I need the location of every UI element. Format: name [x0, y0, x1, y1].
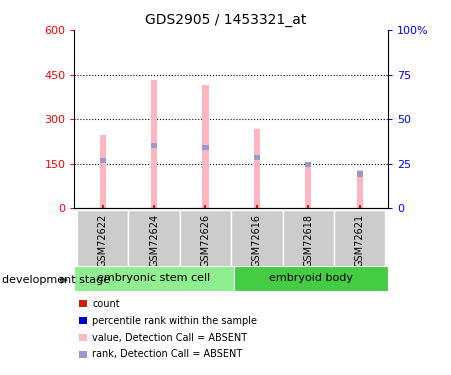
Text: count: count	[92, 299, 120, 309]
Text: GSM72616: GSM72616	[252, 214, 262, 267]
Bar	[256, 205, 258, 208]
Text: development stage: development stage	[2, 275, 110, 285]
Bar	[234, 266, 388, 291]
Bar	[254, 155, 260, 160]
Bar	[231, 210, 282, 268]
Bar	[357, 170, 363, 208]
Text: embryoid body: embryoid body	[269, 273, 353, 284]
Bar	[254, 129, 260, 208]
Bar	[151, 143, 157, 148]
Bar	[204, 205, 207, 208]
Bar	[79, 300, 87, 307]
Bar	[79, 351, 87, 358]
Bar	[74, 266, 234, 291]
Bar	[101, 205, 104, 208]
Bar	[202, 145, 208, 150]
Bar	[334, 210, 385, 268]
Bar	[79, 317, 87, 324]
Bar	[356, 171, 363, 177]
Bar	[100, 135, 106, 208]
Text: GDS2905 / 1453321_at: GDS2905 / 1453321_at	[145, 13, 306, 27]
Bar	[100, 158, 106, 163]
Bar	[359, 205, 361, 208]
Bar	[305, 162, 311, 167]
Text: rank, Detection Call = ABSENT: rank, Detection Call = ABSENT	[92, 350, 243, 359]
Bar	[282, 210, 334, 268]
Text: GSM72626: GSM72626	[200, 214, 211, 267]
Bar	[307, 205, 309, 208]
Bar	[77, 210, 129, 268]
Text: GSM72621: GSM72621	[354, 214, 364, 267]
Bar	[151, 81, 157, 208]
Text: GSM72622: GSM72622	[98, 214, 108, 267]
Text: GSM72624: GSM72624	[149, 214, 159, 267]
Text: value, Detection Call = ABSENT: value, Detection Call = ABSENT	[92, 333, 248, 342]
Bar	[180, 210, 231, 268]
Bar	[202, 85, 208, 208]
Text: percentile rank within the sample: percentile rank within the sample	[92, 316, 258, 326]
Bar	[305, 162, 311, 208]
Bar	[79, 334, 87, 341]
Bar	[153, 205, 155, 208]
Text: embryonic stem cell: embryonic stem cell	[97, 273, 211, 284]
Text: GSM72618: GSM72618	[303, 214, 313, 267]
Bar	[129, 210, 180, 268]
